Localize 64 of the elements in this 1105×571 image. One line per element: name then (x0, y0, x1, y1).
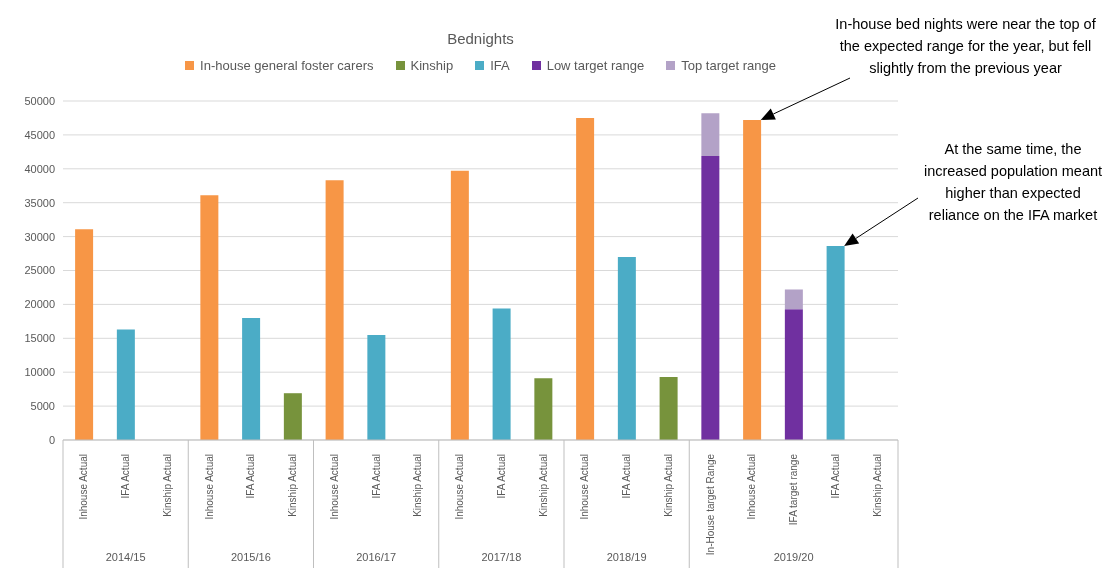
x-tick-label: Kinship Actual (161, 454, 173, 517)
x-tick-label: Inhouse Actual (203, 454, 215, 520)
x-tick-label: IFA Actual (120, 454, 132, 499)
x-tick-label: Kinship Actual (537, 454, 549, 517)
text: 2015/16 (230, 551, 271, 563)
legend-label: IFA (490, 58, 510, 73)
text: In-house bed nights were near the top of the expected range for the year, but fell slightly from the previous year (834, 15, 1097, 78)
y-tick-label: 35000 (24, 196, 55, 209)
x-tick-label: Kinship Actual (871, 454, 883, 517)
bar (784, 309, 803, 440)
bar (701, 155, 720, 440)
x-tick-label: IFA Actual (621, 454, 633, 499)
x-tick-label: IFA Actual (245, 454, 257, 499)
y-tick-label: 30000 (24, 230, 55, 243)
bar (367, 334, 386, 440)
bar (75, 229, 94, 440)
x-tick-label: In-House target Range (704, 453, 716, 556)
y-tick-label: 0 (48, 433, 55, 446)
x-tick-label: IFA Actual (370, 454, 382, 499)
x-tick-label: IFA Actual (829, 454, 841, 499)
bar (325, 180, 344, 440)
text: At the same time, the increased population meant higher than expected reliance on the IFA market (923, 140, 1103, 225)
x-tick-label: IFA target range (788, 453, 800, 526)
text: 2017/18 (481, 551, 522, 563)
bar (576, 117, 595, 440)
bar (701, 113, 720, 156)
bar (242, 317, 261, 440)
y-tick-label: 25000 (24, 264, 55, 277)
x-tick-label: Inhouse Actual (78, 454, 90, 520)
bar (492, 308, 511, 440)
y-tick-label: 20000 (24, 298, 55, 311)
x-tick-label: Kinship Actual (412, 454, 424, 517)
x-tick-label: Inhouse Actual (328, 454, 340, 520)
text: 2019/20 (773, 551, 814, 563)
bar (200, 195, 219, 440)
legend-label: Top target range (681, 58, 776, 73)
bar (534, 378, 553, 440)
y-tick-label: 10000 (24, 366, 55, 379)
bar (116, 329, 135, 440)
y-tick-label: 40000 (24, 162, 55, 175)
y-tick-label: 15000 (24, 332, 55, 345)
legend-label: Low target range (546, 58, 645, 73)
x-tick-label: Kinship Actual (662, 454, 674, 517)
y-tick-label: 45000 (24, 128, 55, 141)
bar (659, 376, 678, 440)
x-tick-label: Inhouse Actual (454, 454, 466, 520)
bar (784, 289, 803, 310)
x-tick-label: IFA Actual (495, 454, 507, 499)
text: 2014/15 (105, 551, 146, 563)
bar (743, 119, 762, 440)
bar (617, 256, 636, 440)
legend-label: Kinship (410, 58, 454, 73)
bar (283, 393, 302, 440)
text: 2018/19 (606, 551, 647, 563)
bar (826, 246, 845, 440)
bar (450, 170, 469, 440)
y-tick-label: 50000 (24, 94, 55, 107)
text: 2016/17 (356, 551, 397, 563)
y-tick-label: 5000 (30, 400, 55, 413)
legend-label: In-house general foster carers (200, 58, 374, 73)
x-tick-label: Kinship Actual (287, 454, 299, 517)
x-tick-label: Inhouse Actual (579, 454, 591, 520)
chart-title: Bednights (447, 30, 514, 47)
x-tick-label: Inhouse Actual (746, 454, 758, 520)
